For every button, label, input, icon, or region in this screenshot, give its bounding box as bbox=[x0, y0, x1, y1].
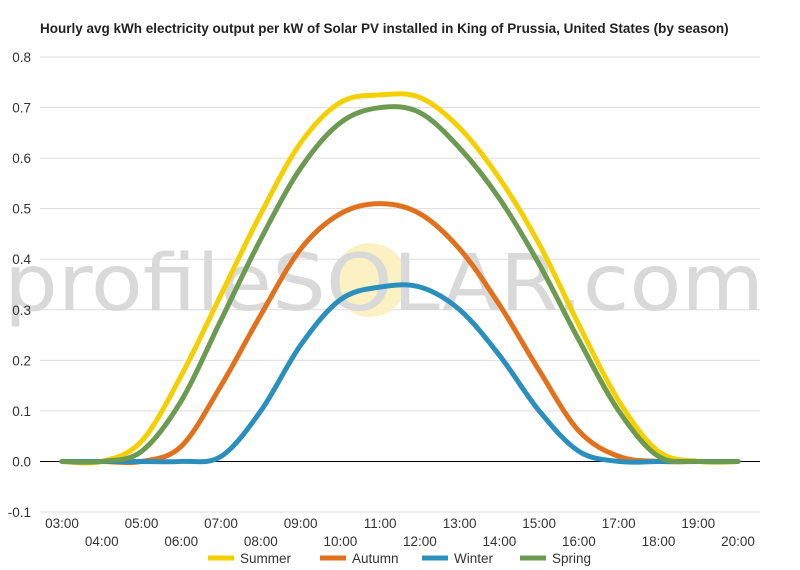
y-tick-label: 0.5 bbox=[12, 202, 31, 217]
x-tick-label: 14:00 bbox=[483, 534, 517, 549]
legend-item-winter: Winter bbox=[422, 551, 494, 566]
x-tick-label: 13:00 bbox=[443, 516, 477, 531]
series-line-winter bbox=[59, 282, 741, 465]
series-line-spring bbox=[59, 104, 741, 465]
x-tick-label: 07:00 bbox=[204, 516, 238, 531]
y-tick-label: 0.6 bbox=[12, 151, 31, 166]
x-tick-label: 12:00 bbox=[403, 534, 437, 549]
x-tick-label: 09:00 bbox=[284, 516, 318, 531]
y-tick-label: 0.8 bbox=[12, 50, 31, 65]
x-tick-label: 03:00 bbox=[45, 516, 79, 531]
series-lines bbox=[59, 91, 741, 466]
x-tick-label: 17:00 bbox=[602, 516, 636, 531]
legend-label: Spring bbox=[552, 551, 591, 566]
legend-item-autumn: Autumn bbox=[320, 551, 399, 566]
x-tick-label: 19:00 bbox=[681, 516, 715, 531]
x-tick-label: 16:00 bbox=[562, 534, 596, 549]
y-tick-label: 0.2 bbox=[12, 353, 31, 368]
x-axis-ticks: 03:00 05:00 07:00 09:00 11:00 13:00 15:00 17:00… bbox=[45, 516, 755, 549]
x-tick-label: 06:00 bbox=[164, 534, 198, 549]
series-line-autumn bbox=[59, 201, 741, 466]
legend-item-spring: Spring bbox=[520, 551, 591, 566]
chart-title: Hourly avg kWh electricity output per kW… bbox=[40, 21, 729, 36]
y-tick-label: 0.3 bbox=[12, 303, 31, 318]
x-tick-label: 04:00 bbox=[85, 534, 119, 549]
y-tick-label: 0.7 bbox=[12, 101, 31, 116]
x-tick-label: 10:00 bbox=[323, 534, 357, 549]
series-line-summer bbox=[59, 91, 741, 466]
y-tick-label: 0.1 bbox=[12, 404, 31, 419]
watermark-sun-icon bbox=[333, 243, 407, 317]
x-tick-label: 11:00 bbox=[364, 516, 397, 531]
x-tick-label: 15:00 bbox=[522, 516, 556, 531]
legend: Summer Autumn Winter Spring bbox=[208, 551, 591, 566]
legend-label: Summer bbox=[240, 551, 292, 566]
legend-label: Winter bbox=[454, 551, 494, 566]
x-tick-label: 08:00 bbox=[244, 534, 278, 549]
x-tick-label: 18:00 bbox=[642, 534, 676, 549]
legend-label: Autumn bbox=[352, 551, 399, 566]
x-tick-label: 05:00 bbox=[125, 516, 159, 531]
y-tick-label: 0.4 bbox=[12, 252, 31, 267]
x-tick-label: 20:00 bbox=[721, 534, 755, 549]
y-tick-label: -0.1 bbox=[8, 505, 31, 520]
legend-item-summer: Summer bbox=[208, 551, 292, 566]
y-axis-ticks: 0.8 0.7 0.6 0.5 0.4 0.3 0.2 0.1 0.0 -0.1 bbox=[8, 50, 32, 520]
y-tick-label: 0.0 bbox=[12, 454, 31, 469]
